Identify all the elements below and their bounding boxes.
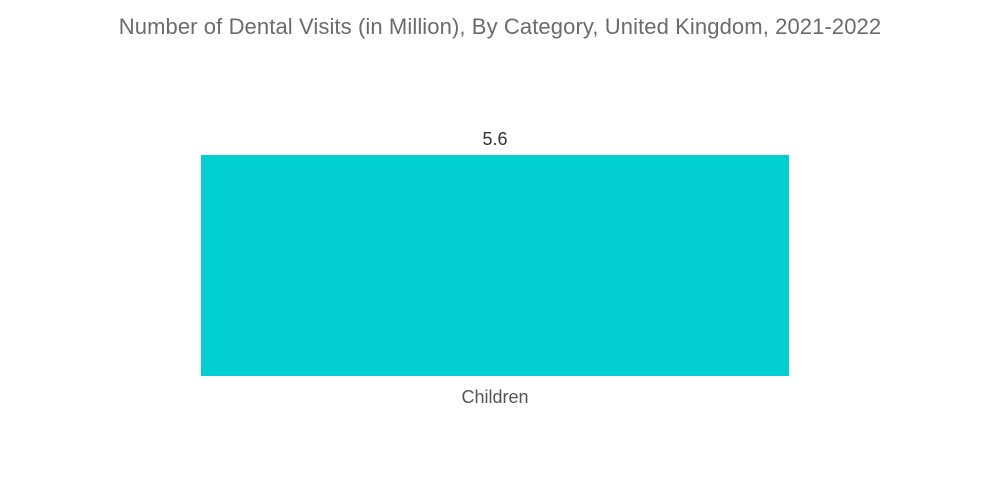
bar-children (201, 155, 789, 376)
x-tick-label: Children (461, 387, 528, 407)
bars-layer: 5.6 Children (201, 129, 789, 407)
chart-title: Number of Dental Visits (in Million), By… (118, 14, 882, 39)
data-label: 5.6 (482, 129, 507, 149)
